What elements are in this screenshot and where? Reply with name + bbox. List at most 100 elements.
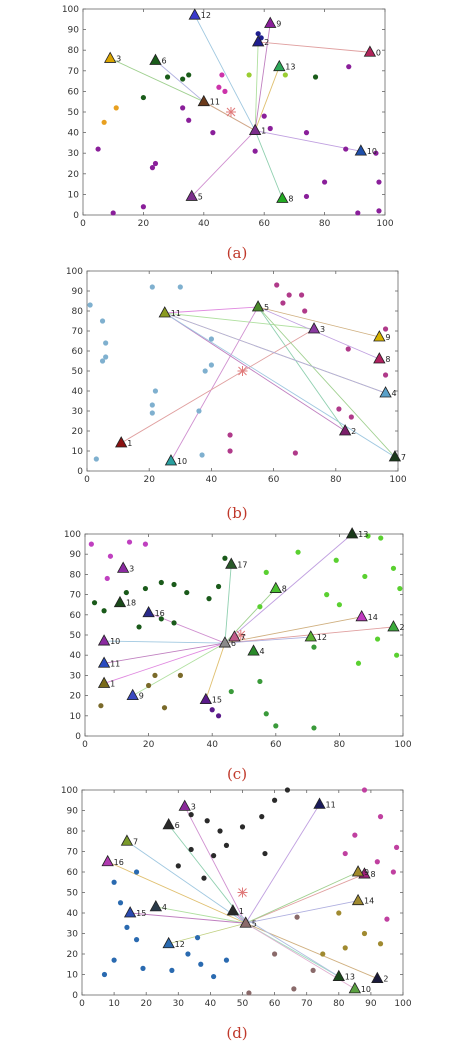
cluster-head — [269, 581, 282, 593]
member-node — [217, 828, 223, 834]
cluster-head — [354, 144, 368, 156]
caption-c: (c) — [226, 765, 248, 783]
y-tick-label: 80 — [68, 46, 80, 56]
member-node — [161, 705, 168, 711]
cluster-link — [232, 910, 340, 977]
cluster-head — [162, 936, 175, 949]
member-node — [198, 961, 204, 967]
cluster-head — [97, 656, 111, 668]
member-node — [169, 967, 175, 973]
cluster-head-label: 17 — [237, 560, 247, 569]
cluster-link — [205, 642, 226, 700]
cluster-head — [149, 53, 162, 65]
member-node — [261, 113, 267, 119]
member-node — [324, 592, 330, 598]
member-node — [246, 72, 252, 78]
chart-panel-a: 0 20 40 60 80 1000102030405060708090100123568… — [62, 5, 394, 229]
member-node — [101, 119, 107, 125]
cluster-head-label: 1 — [261, 127, 266, 136]
member-node — [215, 583, 222, 590]
member-node — [355, 660, 362, 666]
member-node — [211, 973, 217, 980]
x-tick-label: 20 — [143, 740, 155, 750]
member-node — [188, 846, 194, 853]
member-node — [336, 406, 342, 412]
member-node — [272, 951, 278, 957]
cluster-link — [191, 130, 256, 197]
y-tick-label: 100 — [64, 530, 81, 540]
cluster-link — [103, 642, 226, 684]
member-node — [113, 105, 119, 111]
member-node — [274, 282, 280, 288]
cluster-head-label: 6 — [161, 57, 166, 66]
sink-marker — [237, 366, 248, 376]
cluster-link — [107, 861, 246, 924]
cluster-head — [355, 609, 368, 622]
cluster-head — [351, 893, 365, 906]
cluster-link — [164, 312, 396, 458]
chart-panel-c: 0 20 40 60 80 1000102030405060708090100123467… — [64, 527, 412, 750]
member-node — [263, 711, 269, 717]
member-node — [149, 402, 155, 408]
x-tick-label: 60 — [268, 475, 280, 485]
member-node — [149, 410, 155, 416]
x-tick-label: 10 — [108, 999, 120, 1009]
member-node — [382, 326, 389, 332]
member-node — [343, 146, 349, 152]
cluster-head-label: 2 — [399, 623, 404, 632]
y-tick-label: 40 — [70, 651, 82, 661]
x-tick-label: 90 — [365, 999, 377, 1009]
member-node — [223, 842, 230, 848]
cluster-head-label: 4 — [260, 647, 265, 656]
y-tick-label: 100 — [62, 5, 79, 15]
member-node — [345, 346, 351, 352]
member-node — [365, 533, 371, 539]
member-node — [333, 557, 339, 563]
y-tick-label: 10 — [67, 971, 79, 981]
cluster-link — [258, 41, 370, 53]
y-tick-label: 40 — [67, 909, 79, 919]
x-tick-label: 0 — [79, 999, 85, 1009]
member-node — [91, 600, 98, 606]
cluster-head — [199, 692, 213, 705]
cluster-head — [251, 300, 265, 312]
member-node — [101, 608, 107, 614]
member-node — [95, 146, 101, 152]
cluster-head — [363, 45, 377, 57]
member-node — [377, 814, 384, 820]
member-node — [152, 388, 159, 394]
y-tick-label: 50 — [72, 367, 84, 377]
x-tick-label: 80 — [333, 999, 345, 1009]
caption-a: (a) — [226, 244, 248, 262]
cluster-link — [254, 23, 271, 131]
x-tick-label: 80 — [319, 219, 331, 229]
member-node — [171, 581, 177, 588]
cluster-head-label: 2 — [351, 427, 356, 436]
cluster-head-label: 10 — [361, 985, 371, 994]
cluster-head-label: 13 — [358, 530, 368, 539]
cluster-head-label: 13 — [285, 63, 295, 72]
cluster-head-label: 7 — [240, 633, 245, 642]
cluster-head-label: 13 — [345, 973, 355, 982]
x-tick-label: 30 — [173, 999, 185, 1009]
member-node — [382, 372, 389, 378]
cluster-head — [247, 644, 260, 656]
member-node — [158, 579, 164, 586]
cluster-link — [184, 806, 247, 924]
member-node — [397, 585, 403, 592]
y-tick-label: 50 — [67, 889, 79, 899]
cluster-link — [224, 533, 353, 644]
member-node — [295, 549, 301, 555]
cluster-head — [307, 322, 321, 334]
member-node — [140, 965, 146, 971]
member-node — [93, 456, 99, 462]
member-node — [123, 589, 129, 596]
y-tick-label: 30 — [68, 149, 80, 159]
cluster-head — [104, 51, 117, 63]
cluster-head — [197, 94, 210, 107]
cluster-head-label: 8 — [370, 870, 375, 879]
cluster-link — [194, 14, 256, 131]
cluster-head-label: 3 — [191, 802, 196, 811]
member-node — [107, 553, 114, 559]
cluster-head-label: 9 — [139, 692, 144, 701]
